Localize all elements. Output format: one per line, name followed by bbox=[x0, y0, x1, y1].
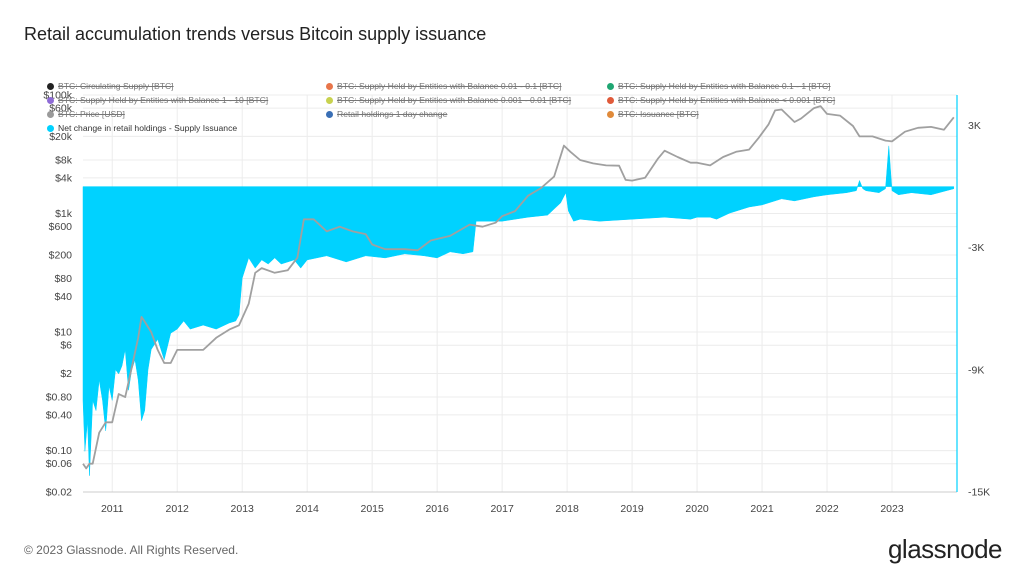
left-axis-ticks: $0.02 $0.06$0.10 $0.40 $0.80 $2 $6$10 $40 $80 $2… bbox=[43, 90, 72, 499]
right-axis-ticks: 3K -3K -9K -15K bbox=[968, 120, 990, 498]
legend-label: BTC: Issuance [BTC] bbox=[618, 109, 699, 119]
y-left-tick-label: $4k bbox=[55, 172, 73, 184]
y-right-tick-label: 3K bbox=[968, 120, 981, 132]
price-line[interactable] bbox=[82, 105, 955, 470]
x-tick-label: 2014 bbox=[296, 503, 320, 515]
legend-label: BTC: Supply Held by Entities with Balanc… bbox=[618, 95, 836, 105]
x-tick-label: 2015 bbox=[360, 503, 384, 515]
legend-dot-icon bbox=[47, 83, 54, 90]
net-change-area-layer bbox=[82, 145, 955, 476]
legend-dot-icon bbox=[326, 97, 333, 104]
y-left-tick-label: $20k bbox=[49, 131, 73, 143]
x-tick-label: 2016 bbox=[425, 503, 449, 515]
legend-dot-icon bbox=[607, 97, 614, 104]
legend-dot-icon bbox=[47, 111, 54, 118]
legend-label: BTC: Circulating Supply [BTC] bbox=[58, 81, 174, 91]
y-left-tick-label: $1k bbox=[55, 208, 73, 220]
x-tick-label: 2019 bbox=[620, 503, 644, 515]
y-left-tick-label: $80 bbox=[54, 273, 72, 285]
legend-dot-icon bbox=[326, 83, 333, 90]
legend-label: BTC: Supply Held by Entities with Balanc… bbox=[337, 95, 572, 105]
legend-item[interactable]: BTC: Price [USD] bbox=[47, 107, 125, 121]
legend-item[interactable]: BTC: Supply Held by Entities with Balanc… bbox=[326, 93, 571, 107]
legend-item[interactable]: Net change in retail holdings - Supply I… bbox=[47, 121, 237, 135]
legend-dot-icon bbox=[607, 83, 614, 90]
y-left-tick-label: $200 bbox=[49, 249, 73, 261]
y-left-tick-label: $0.40 bbox=[46, 409, 72, 421]
legend-item[interactable]: BTC: Supply Held by Entities with Balanc… bbox=[607, 93, 835, 107]
legend-dot-icon bbox=[326, 111, 333, 118]
legend-label: Net change in retail holdings - Supply I… bbox=[58, 123, 238, 133]
x-axis-ticks: 2011 2012 2013 2014 2015 2016 2017 2018 2019 2020… bbox=[101, 503, 904, 515]
legend-dot-icon bbox=[47, 97, 54, 104]
y-left-tick-label: $6 bbox=[60, 340, 72, 352]
y-left-tick-label: $10 bbox=[54, 327, 72, 339]
y-left-tick-label: $0.10 bbox=[46, 445, 72, 457]
x-tick-label: 2011 bbox=[101, 503, 124, 515]
x-tick-label: 2021 bbox=[750, 503, 774, 515]
x-tick-label: 2017 bbox=[490, 503, 514, 515]
legend-dot-icon bbox=[607, 111, 614, 118]
net-change-area[interactable] bbox=[82, 145, 955, 476]
y-left-tick-label: $0.06 bbox=[46, 458, 72, 470]
y-left-tick-label: $2 bbox=[60, 368, 72, 380]
legend-label: BTC: Supply Held by Entities with Balanc… bbox=[58, 95, 269, 105]
chart-title: Retail accumulation trends versus Bitcoi… bbox=[24, 24, 487, 44]
legend-item[interactable]: BTC: Supply Held by Entities with Balanc… bbox=[326, 79, 562, 93]
legend-item[interactable]: BTC: Issuance [BTC] bbox=[607, 107, 699, 121]
price-line-layer bbox=[82, 105, 955, 470]
copyright-footer: © 2023 Glassnode. All Rights Reserved. bbox=[24, 543, 239, 557]
legend-item[interactable]: BTC: Supply Held by Entities with Balanc… bbox=[607, 79, 831, 93]
y-left-tick-label: $8k bbox=[55, 155, 73, 167]
y-left-tick-label: $0.80 bbox=[46, 392, 72, 404]
legend-label: BTC: Supply Held by Entities with Balanc… bbox=[337, 81, 562, 91]
x-tick-label: 2013 bbox=[231, 503, 255, 515]
legend-label: BTC: Price [USD] bbox=[58, 109, 125, 119]
legend-dot-icon bbox=[47, 125, 54, 132]
legend-item[interactable]: BTC: Circulating Supply [BTC] bbox=[47, 79, 174, 93]
y-right-tick-label: -15K bbox=[968, 487, 990, 499]
legend-label: BTC: Supply Held by Entities with Balanc… bbox=[618, 81, 831, 91]
legend-label: Retail holdings 1 day change bbox=[337, 109, 448, 119]
y-left-tick-label: $40 bbox=[54, 291, 72, 303]
x-tick-label: 2022 bbox=[815, 503, 839, 515]
y-left-tick-label: $60k bbox=[49, 103, 73, 115]
y-left-tick-label: $0.02 bbox=[46, 487, 72, 499]
x-tick-label: 2018 bbox=[555, 503, 579, 515]
brand-logo: glassnode bbox=[887, 534, 1003, 564]
y-right-tick-label: -9K bbox=[968, 364, 984, 376]
y-left-tick-label: $600 bbox=[49, 221, 73, 233]
legend-item[interactable]: BTC: Supply Held by Entities with Balanc… bbox=[47, 93, 268, 107]
y-right-tick-label: -3K bbox=[968, 242, 984, 254]
x-tick-label: 2012 bbox=[166, 503, 190, 515]
x-tick-label: 2020 bbox=[685, 503, 709, 515]
legend-item[interactable]: Retail holdings 1 day change bbox=[326, 107, 447, 121]
x-tick-label: 2023 bbox=[880, 503, 904, 515]
